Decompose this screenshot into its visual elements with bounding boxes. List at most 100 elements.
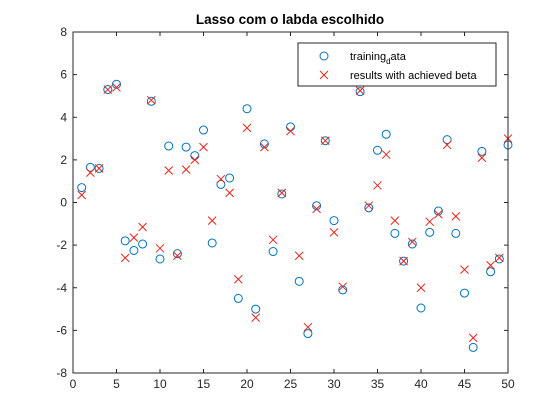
y-tick-label: -4 [56,281,67,295]
training-data-point [164,141,174,151]
training-data-point [242,104,252,114]
training-data-point [172,249,182,259]
training-data-point [451,228,461,238]
results-point [138,222,147,232]
training-data-point [103,85,113,95]
results-point [355,86,365,95]
x-tick-label: 50 [501,377,515,391]
results-point [277,188,287,198]
results-point [442,140,452,150]
training-data-point [381,129,391,139]
training-data-point [120,236,130,246]
y-axis-ticks: -8 -6 -4 -2 0 2 4 6 8 [56,25,508,380]
results-point [129,233,139,243]
x-axis-ticks: 0 5 10 15 20 25 30 35 40 45 50 [70,32,515,391]
plot-area [73,32,508,373]
training-data-point [486,267,496,277]
results-point [494,253,504,263]
x-tick-label: 20 [240,377,254,391]
legend-marker-results [319,70,329,80]
training-data-point [312,201,322,211]
training-data-point [338,285,348,295]
training-data-point [477,146,487,156]
training-data-point [416,303,426,313]
training-data-point [277,189,287,199]
legend-label-results: results with achieved beta [350,70,477,82]
results-point [468,333,478,343]
results-point [399,256,408,266]
legend-box [297,42,497,87]
results-point [103,85,113,94]
x-tick-label: 30 [327,377,341,391]
x-tick-label: 35 [371,377,385,391]
results-point [268,235,278,245]
training-data-point [155,254,165,264]
results-point [112,83,121,92]
results-point [486,261,495,270]
results-point [251,313,261,322]
legend-label-training-rest: ata [391,51,407,63]
results-point [260,142,269,152]
training-data-point [268,247,278,257]
training-data-point [468,342,478,352]
results-point [233,274,243,284]
training-data-point [251,304,261,314]
results-point [225,188,234,198]
training-data-point [460,288,469,298]
x-tick-label: 25 [284,377,298,391]
results-point [312,204,321,214]
training-data-point [494,254,504,264]
y-tick-label: 8 [60,25,67,39]
y-tick-label: -6 [56,323,67,337]
training-data-point [442,135,452,145]
training-data-point [233,293,243,303]
results-point [477,153,487,163]
results-point [425,217,435,227]
training-data-point [355,87,365,97]
training-data-point [373,145,382,155]
data-marks [77,64,513,352]
y-tick-label: 2 [60,153,67,167]
results-point [86,168,95,178]
results-point [416,283,426,293]
training-data-point [320,136,330,146]
results-point [364,201,374,211]
results-point [303,322,313,332]
results-point [286,126,295,136]
training-data-point [129,245,139,255]
training-data-point [199,125,208,135]
training-data-point [364,203,374,213]
x-tick-label: 40 [414,377,428,391]
results-point [373,181,382,190]
results-point [77,190,87,200]
training-data-point [329,216,339,226]
training-data-point [399,256,409,266]
y-tick-label: 6 [60,68,67,82]
x-tick-label: 5 [113,377,120,391]
training-data-point [259,139,269,149]
legend: trainingdata results with achieved beta [297,42,497,87]
training-data-point [146,96,156,106]
training-data-point [303,329,313,339]
results-point [320,136,330,146]
training-data-point [77,183,87,193]
results-point [155,243,165,253]
x-tick-label: 10 [153,377,167,391]
training-data-point [85,162,95,172]
results-point [242,123,252,133]
results-point [329,227,339,237]
training-data-point [425,227,435,237]
results-point [294,251,304,261]
results-point [190,155,200,165]
results-point [173,251,182,261]
results-point [181,165,191,174]
results-point [216,174,226,184]
training-data-point [225,173,235,183]
results-point [199,142,208,152]
x-tick-label: 15 [197,377,211,391]
training-data-point [207,238,217,248]
training-data-point [407,239,417,249]
training-data-point [138,239,148,249]
chart-title: Lasso com o labda escolhido [196,12,384,27]
results-point [94,164,104,173]
